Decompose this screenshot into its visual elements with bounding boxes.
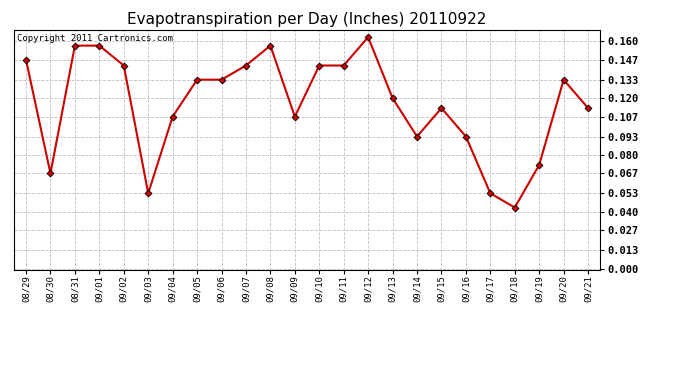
Title: Evapotranspiration per Day (Inches) 20110922: Evapotranspiration per Day (Inches) 2011… — [128, 12, 486, 27]
Text: Copyright 2011 Cartronics.com: Copyright 2011 Cartronics.com — [17, 34, 172, 43]
